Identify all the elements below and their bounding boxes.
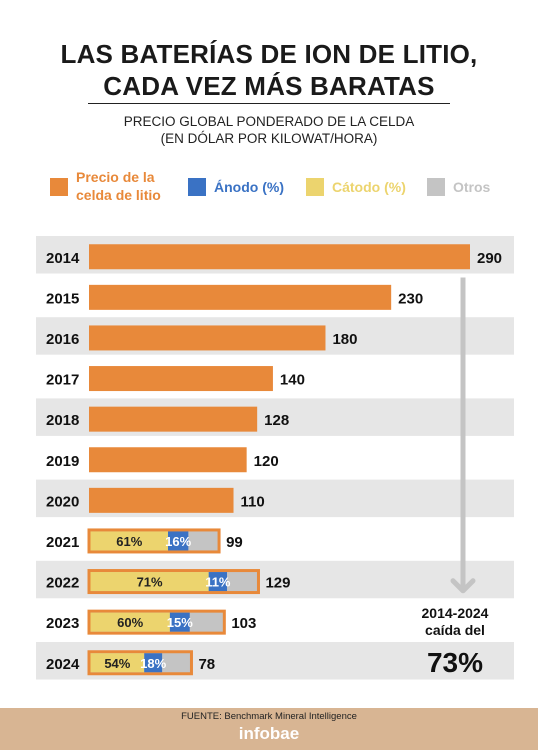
bar-2017 [89, 366, 273, 392]
title-line-1: LAS BATERÍAS DE ION DE LITIO, [60, 39, 478, 69]
annotation-line-1: 2014-2024 [422, 605, 489, 621]
value-label-2018: 128 [264, 412, 289, 429]
footer-band [0, 708, 538, 750]
legend-label-anode: Ánodo (%) [214, 179, 284, 195]
chart-title: LAS BATERÍAS DE ION DE LITIO, CADA VEZ M… [0, 38, 538, 102]
legend-swatch-others [427, 178, 445, 196]
value-label-2021: 99 [226, 534, 243, 551]
value-label-2015: 230 [398, 290, 423, 307]
cathode-label-2021: 61% [116, 534, 142, 549]
legend-label-price-line-1: Precio de la [76, 169, 155, 185]
cathode-label-2023: 60% [117, 615, 143, 630]
year-label-2019: 2019 [46, 453, 79, 470]
subtitle-line-2: (EN DÓLAR POR KILOWAT/HORA) [160, 131, 378, 146]
legend: Precio de la celda de litio Ánodo (%) Cá… [0, 166, 538, 206]
cathode-label-2022: 71% [137, 575, 163, 590]
legend-label-others: Otros [453, 179, 491, 195]
cathode-segment-2023 [90, 612, 170, 632]
year-label-2018: 2018 [46, 412, 79, 429]
year-label-2015: 2015 [46, 290, 79, 307]
anode-label-2021: 16% [165, 534, 191, 549]
cathode-segment-2021 [90, 531, 169, 551]
title-line-2: CADA VEZ MÁS BARATAS [103, 71, 435, 101]
year-label-2024: 2024 [46, 656, 80, 673]
brand-logo: infobae [238, 724, 300, 743]
legend-label-price: Precio de la celda de litio [76, 168, 161, 204]
anode-segment-2023 [169, 612, 190, 632]
decline-arrow-head [450, 578, 476, 594]
annotation-value: 73% [427, 647, 483, 678]
anode-segment-2024 [144, 653, 163, 673]
year-label-2020: 2020 [46, 493, 79, 510]
chart-subtitle: PRECIO GLOBAL PONDERADO DE LA CELDA (EN … [0, 113, 538, 147]
bar-2019 [89, 447, 247, 473]
legend-swatch-cathode [306, 178, 324, 196]
source-note: FUENTE: Benchmark Mineral Intelligence [181, 711, 357, 722]
value-label-2019: 120 [254, 453, 279, 470]
annotation-line-2: caída del [425, 622, 485, 638]
value-label-2017: 140 [280, 372, 305, 389]
value-label-2014: 290 [477, 250, 502, 267]
cathode-label-2024: 54% [104, 656, 130, 671]
anode-label-2024: 18% [140, 656, 166, 671]
bar-2015 [89, 284, 392, 310]
subtitle-line-1: PRECIO GLOBAL PONDERADO DE LA CELDA [123, 114, 415, 129]
bar-2014 [89, 244, 470, 270]
anode-segment-2021 [168, 531, 189, 551]
legend-swatch-price [50, 178, 68, 196]
value-label-2016: 180 [332, 331, 357, 348]
anode-segment-2022 [208, 572, 228, 592]
year-label-2021: 2021 [46, 534, 79, 551]
anode-label-2023: 15% [167, 615, 193, 630]
year-label-2017: 2017 [46, 372, 79, 389]
year-label-2016: 2016 [46, 331, 79, 348]
title-divider [88, 103, 450, 104]
year-label-2022: 2022 [46, 575, 79, 592]
year-label-2023: 2023 [46, 615, 79, 632]
cathode-segment-2022 [90, 572, 209, 592]
value-label-2023: 103 [231, 615, 256, 632]
legend-label-price-line-2: celda de litio [76, 187, 161, 203]
year-label-2014: 2014 [46, 250, 80, 267]
bar-2020 [89, 487, 234, 513]
bar-2018 [89, 406, 258, 432]
cathode-segment-2024 [90, 653, 145, 673]
bar-chart: 2014 290 2015 230 2016 180 2017 140 2018 128 2019 1… [36, 236, 514, 680]
legend-label-cathode: Cátodo (%) [332, 179, 406, 195]
value-label-2020: 110 [241, 493, 265, 510]
value-label-2022: 129 [265, 575, 290, 592]
legend-swatch-anode [188, 178, 206, 196]
anode-label-2022: 11% [205, 575, 231, 590]
value-label-2024: 78 [198, 656, 215, 673]
bar-2016 [89, 325, 326, 351]
